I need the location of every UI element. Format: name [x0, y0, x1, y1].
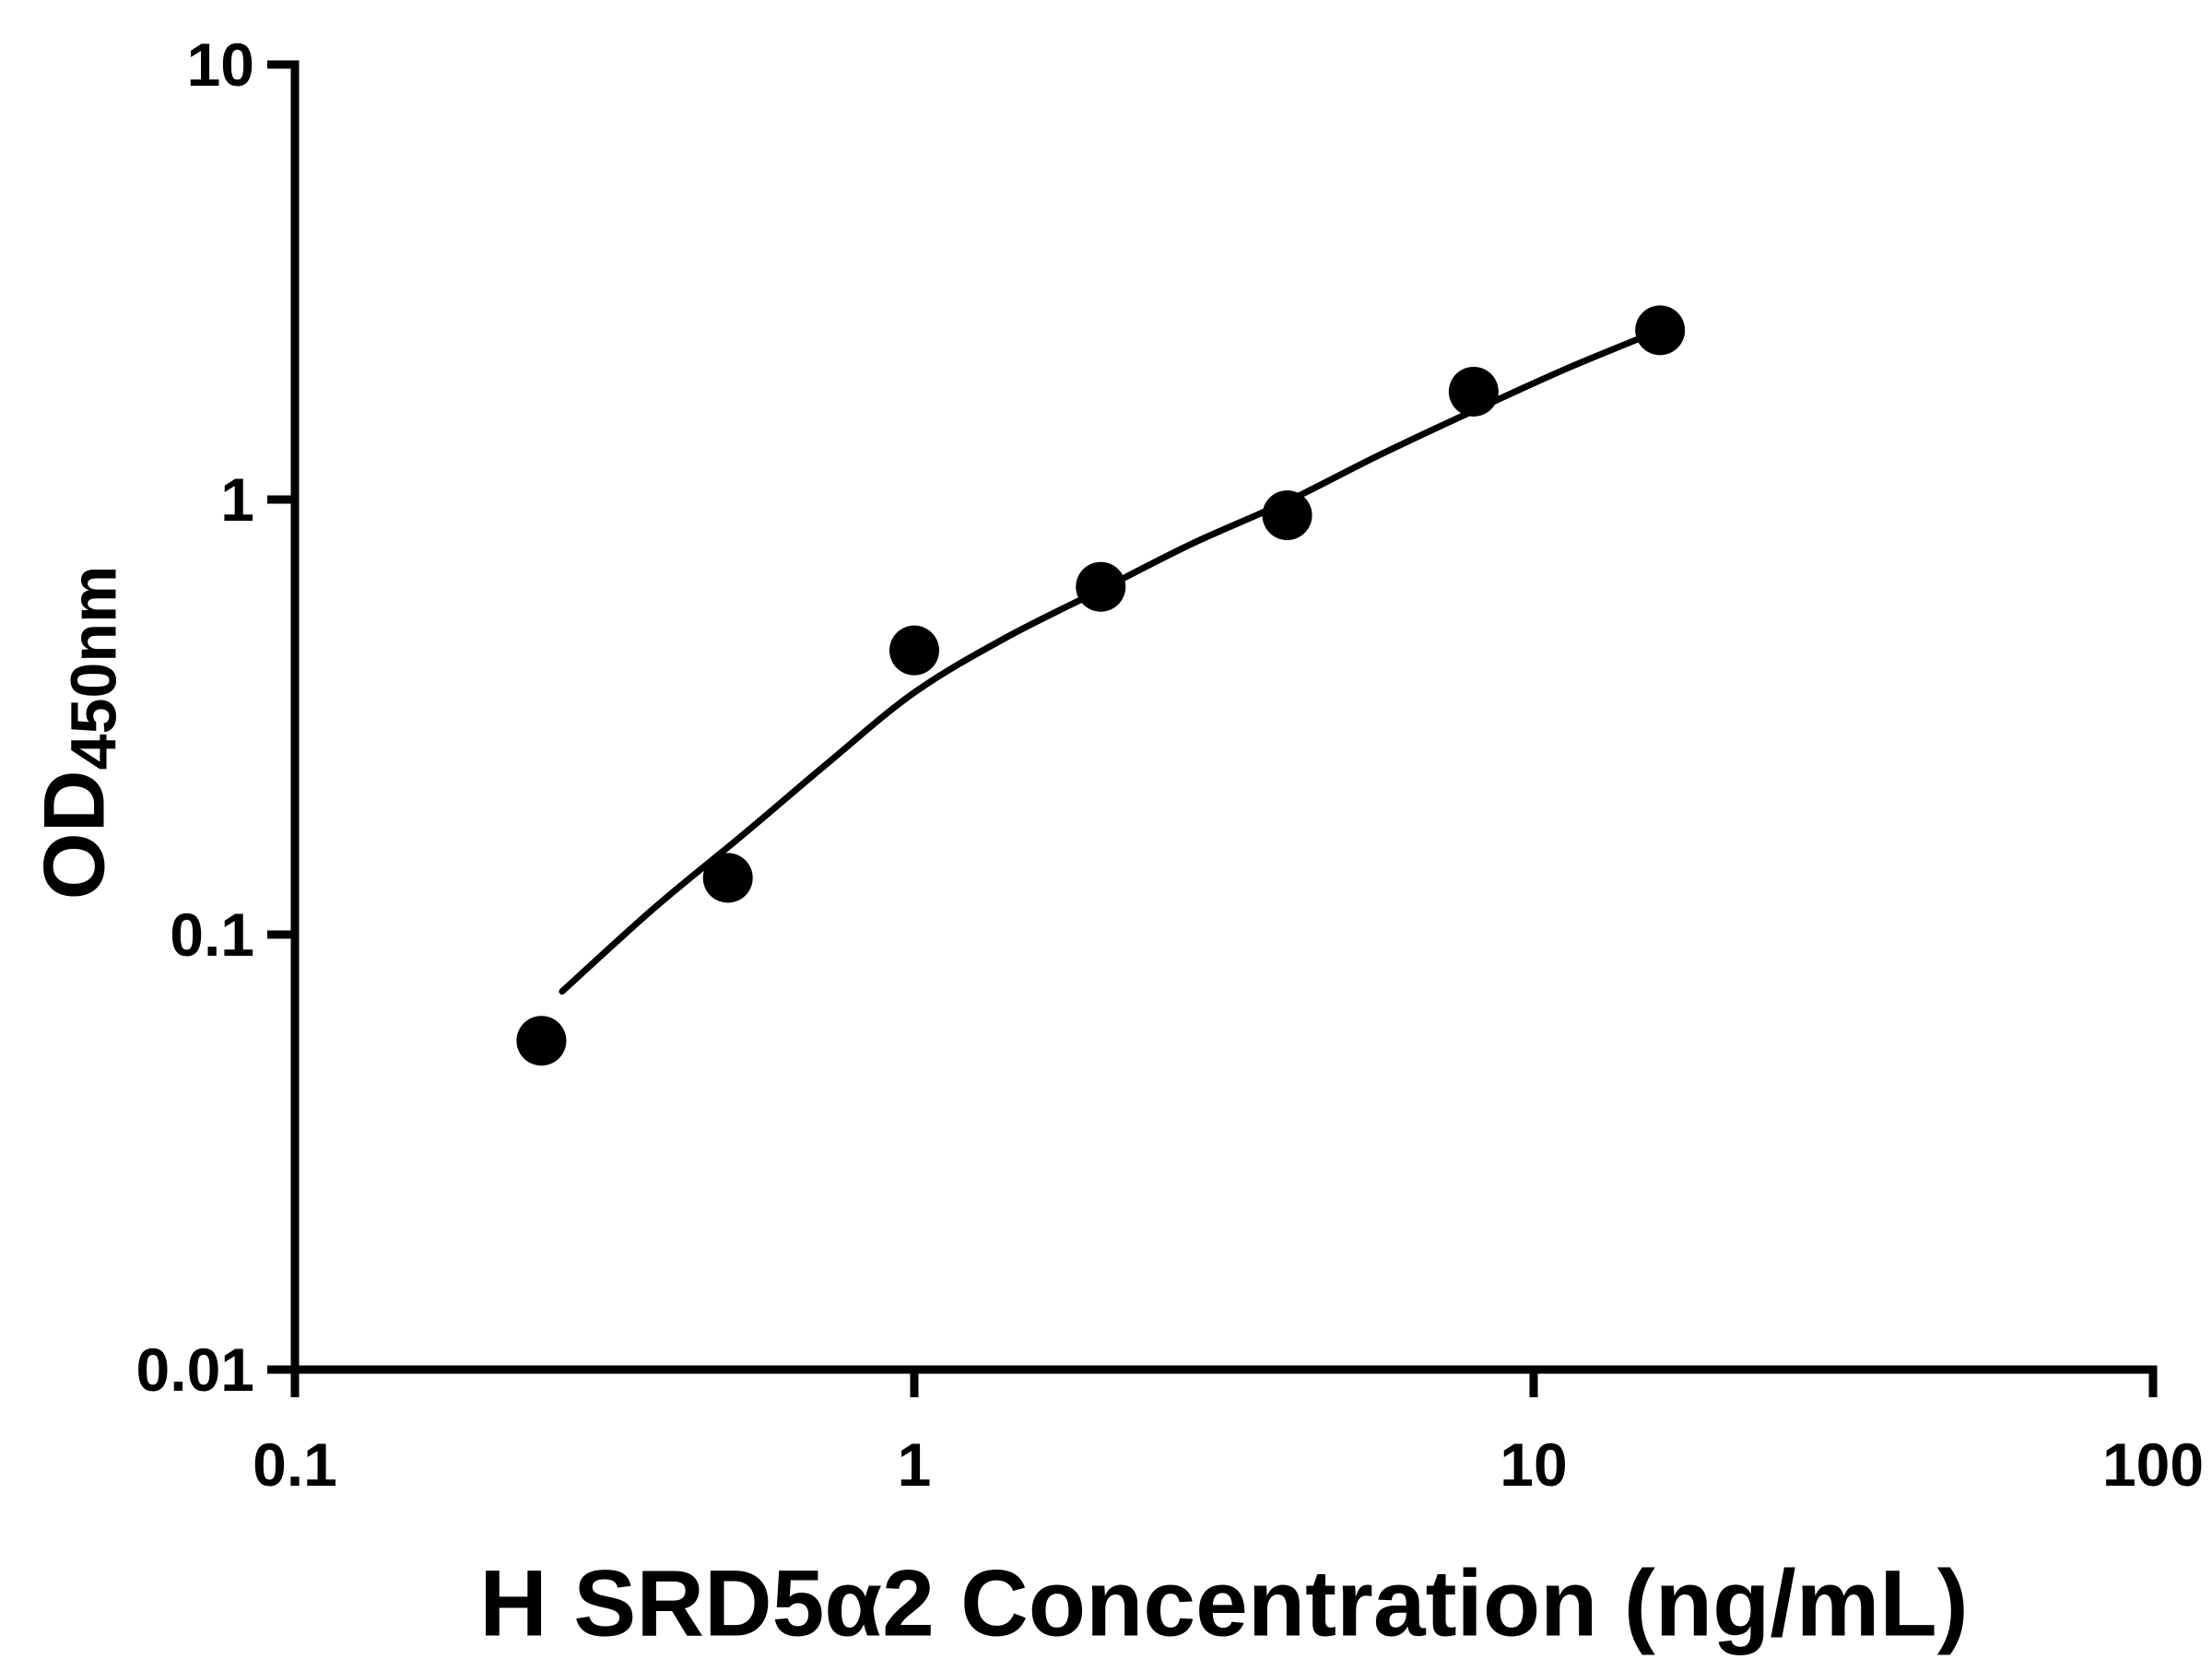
y-axis-title: OD450nm: [25, 566, 131, 900]
data-point: [516, 1016, 567, 1066]
data-point: [1448, 366, 1499, 417]
x-axis-title: H SRD5α2 Concentration (ng/mL): [479, 1550, 1969, 1656]
y-tick-label: 0.1: [170, 900, 254, 969]
x-tick-label: 0.1: [253, 1430, 337, 1499]
y-axis-title-subscript: 450nm: [57, 565, 130, 771]
y-tick-label: 10: [187, 30, 254, 99]
data-point: [702, 853, 753, 903]
y-tick-label: 1: [220, 465, 254, 534]
data-point: [889, 625, 939, 676]
data-point: [1635, 305, 1686, 356]
x-tick-label: 1: [898, 1430, 932, 1499]
y-axis-title-main: OD: [25, 770, 123, 900]
data-point: [1262, 490, 1312, 541]
data-point: [1076, 561, 1126, 612]
y-tick-label: 0.01: [136, 1335, 254, 1404]
x-tick-label: 10: [1500, 1430, 1567, 1499]
x-tick-label: 100: [2102, 1430, 2204, 1499]
